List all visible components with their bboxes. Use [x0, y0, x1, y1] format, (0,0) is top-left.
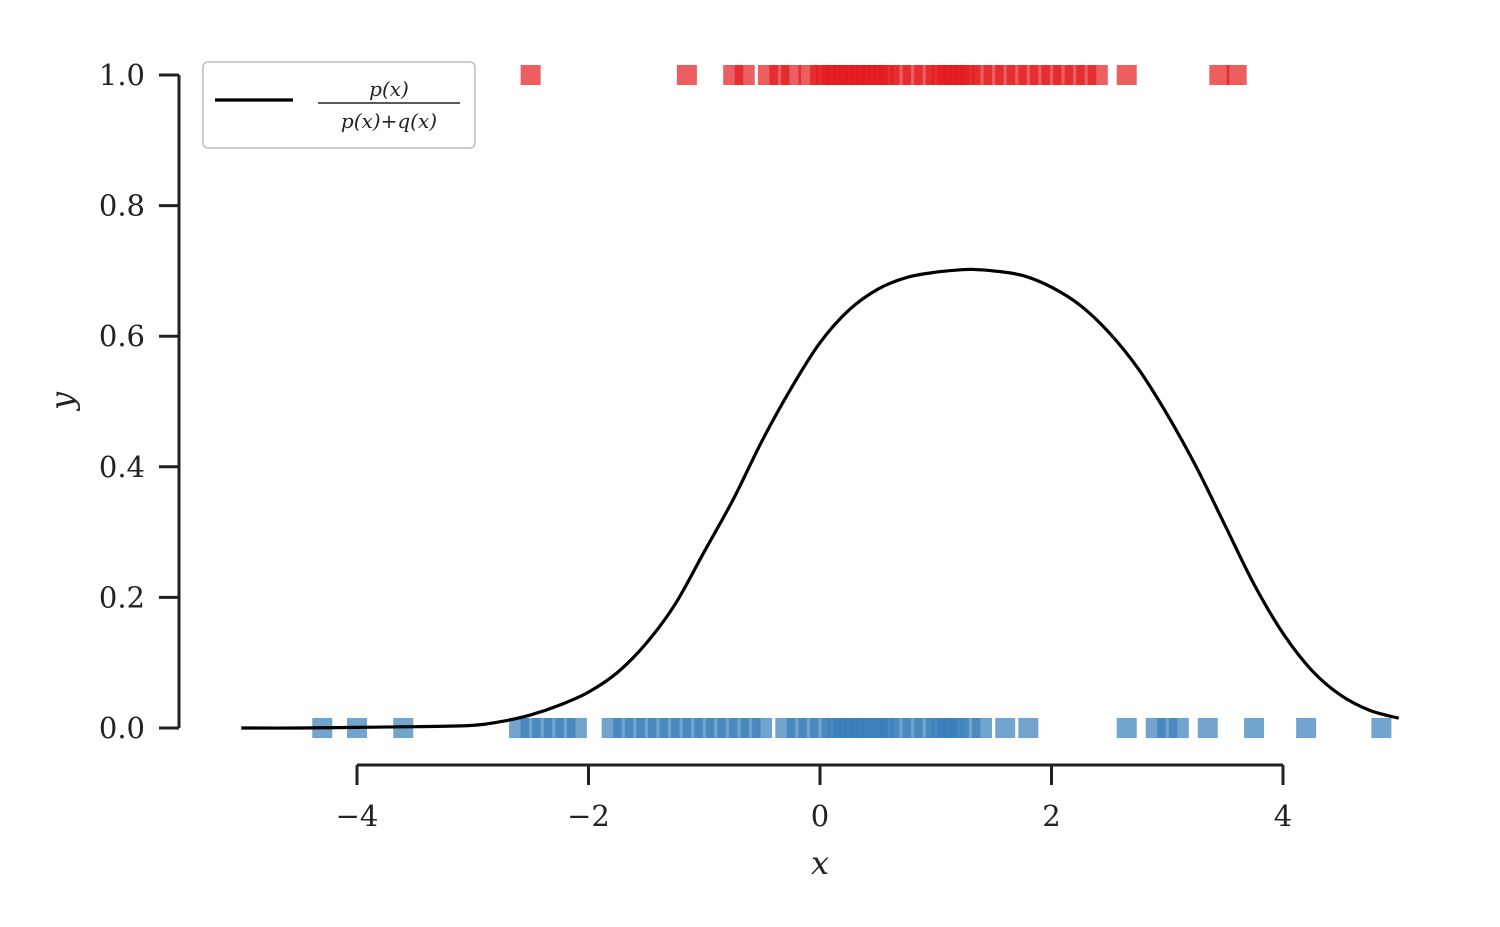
legend-label-numerator: p(x)	[369, 77, 409, 101]
rug-top-marker	[676, 65, 697, 85]
rug-bottom-marker	[1296, 718, 1317, 738]
rug-bottom-marker	[752, 718, 773, 738]
rug-bottom-marker	[972, 718, 993, 738]
x-tick-label: 2	[1042, 799, 1060, 833]
rug-bottom-markers	[312, 718, 1392, 738]
legend: p(x) p(x)+q(x)	[202, 61, 476, 149]
rug-bottom-marker	[1371, 718, 1392, 738]
rug-bottom-marker	[1197, 718, 1218, 738]
rug-top-markers	[520, 65, 1247, 85]
series-line	[241, 267, 1400, 730]
y-tick-label: 0.4	[99, 450, 145, 484]
rug-bottom-marker	[995, 718, 1016, 738]
y-tick-label: 1.0	[99, 58, 145, 92]
rug-top-marker	[781, 65, 802, 85]
rug-bottom-marker	[1116, 718, 1137, 738]
rug-bottom-marker	[1244, 718, 1265, 738]
rug-top-marker	[1116, 65, 1137, 85]
rug-top-marker	[734, 65, 755, 85]
x-axis-ticks: −4 −2 0 2 4	[336, 765, 1292, 833]
x-tick-label: 0	[811, 799, 829, 833]
rug-bottom-marker	[566, 718, 587, 738]
y-axis-ticks: 0.0 0.2 0.4 0.6 0.8 1.0	[99, 58, 179, 745]
rug-top-marker	[1087, 65, 1108, 85]
rug-top-marker	[1209, 65, 1230, 85]
y-tick-label: 0.6	[99, 319, 145, 353]
y-tick-label: 0.8	[99, 189, 145, 223]
x-tick-label: 4	[1274, 799, 1292, 833]
y-tick-label: 0.2	[99, 580, 145, 614]
x-tick-label: −4	[336, 799, 379, 833]
rug-top-marker	[520, 65, 541, 85]
legend-label-denominator: p(x)+q(x)	[341, 109, 437, 133]
y-axis-title: y	[43, 391, 81, 412]
rug-bottom-marker	[1018, 718, 1039, 738]
x-axis-title: x	[811, 844, 829, 882]
rug-top-marker	[1226, 65, 1247, 85]
y-tick-label: 0.0	[99, 711, 145, 745]
legend-frame	[202, 61, 476, 149]
rug-bottom-marker	[1168, 718, 1189, 738]
x-tick-label: −2	[567, 799, 610, 833]
